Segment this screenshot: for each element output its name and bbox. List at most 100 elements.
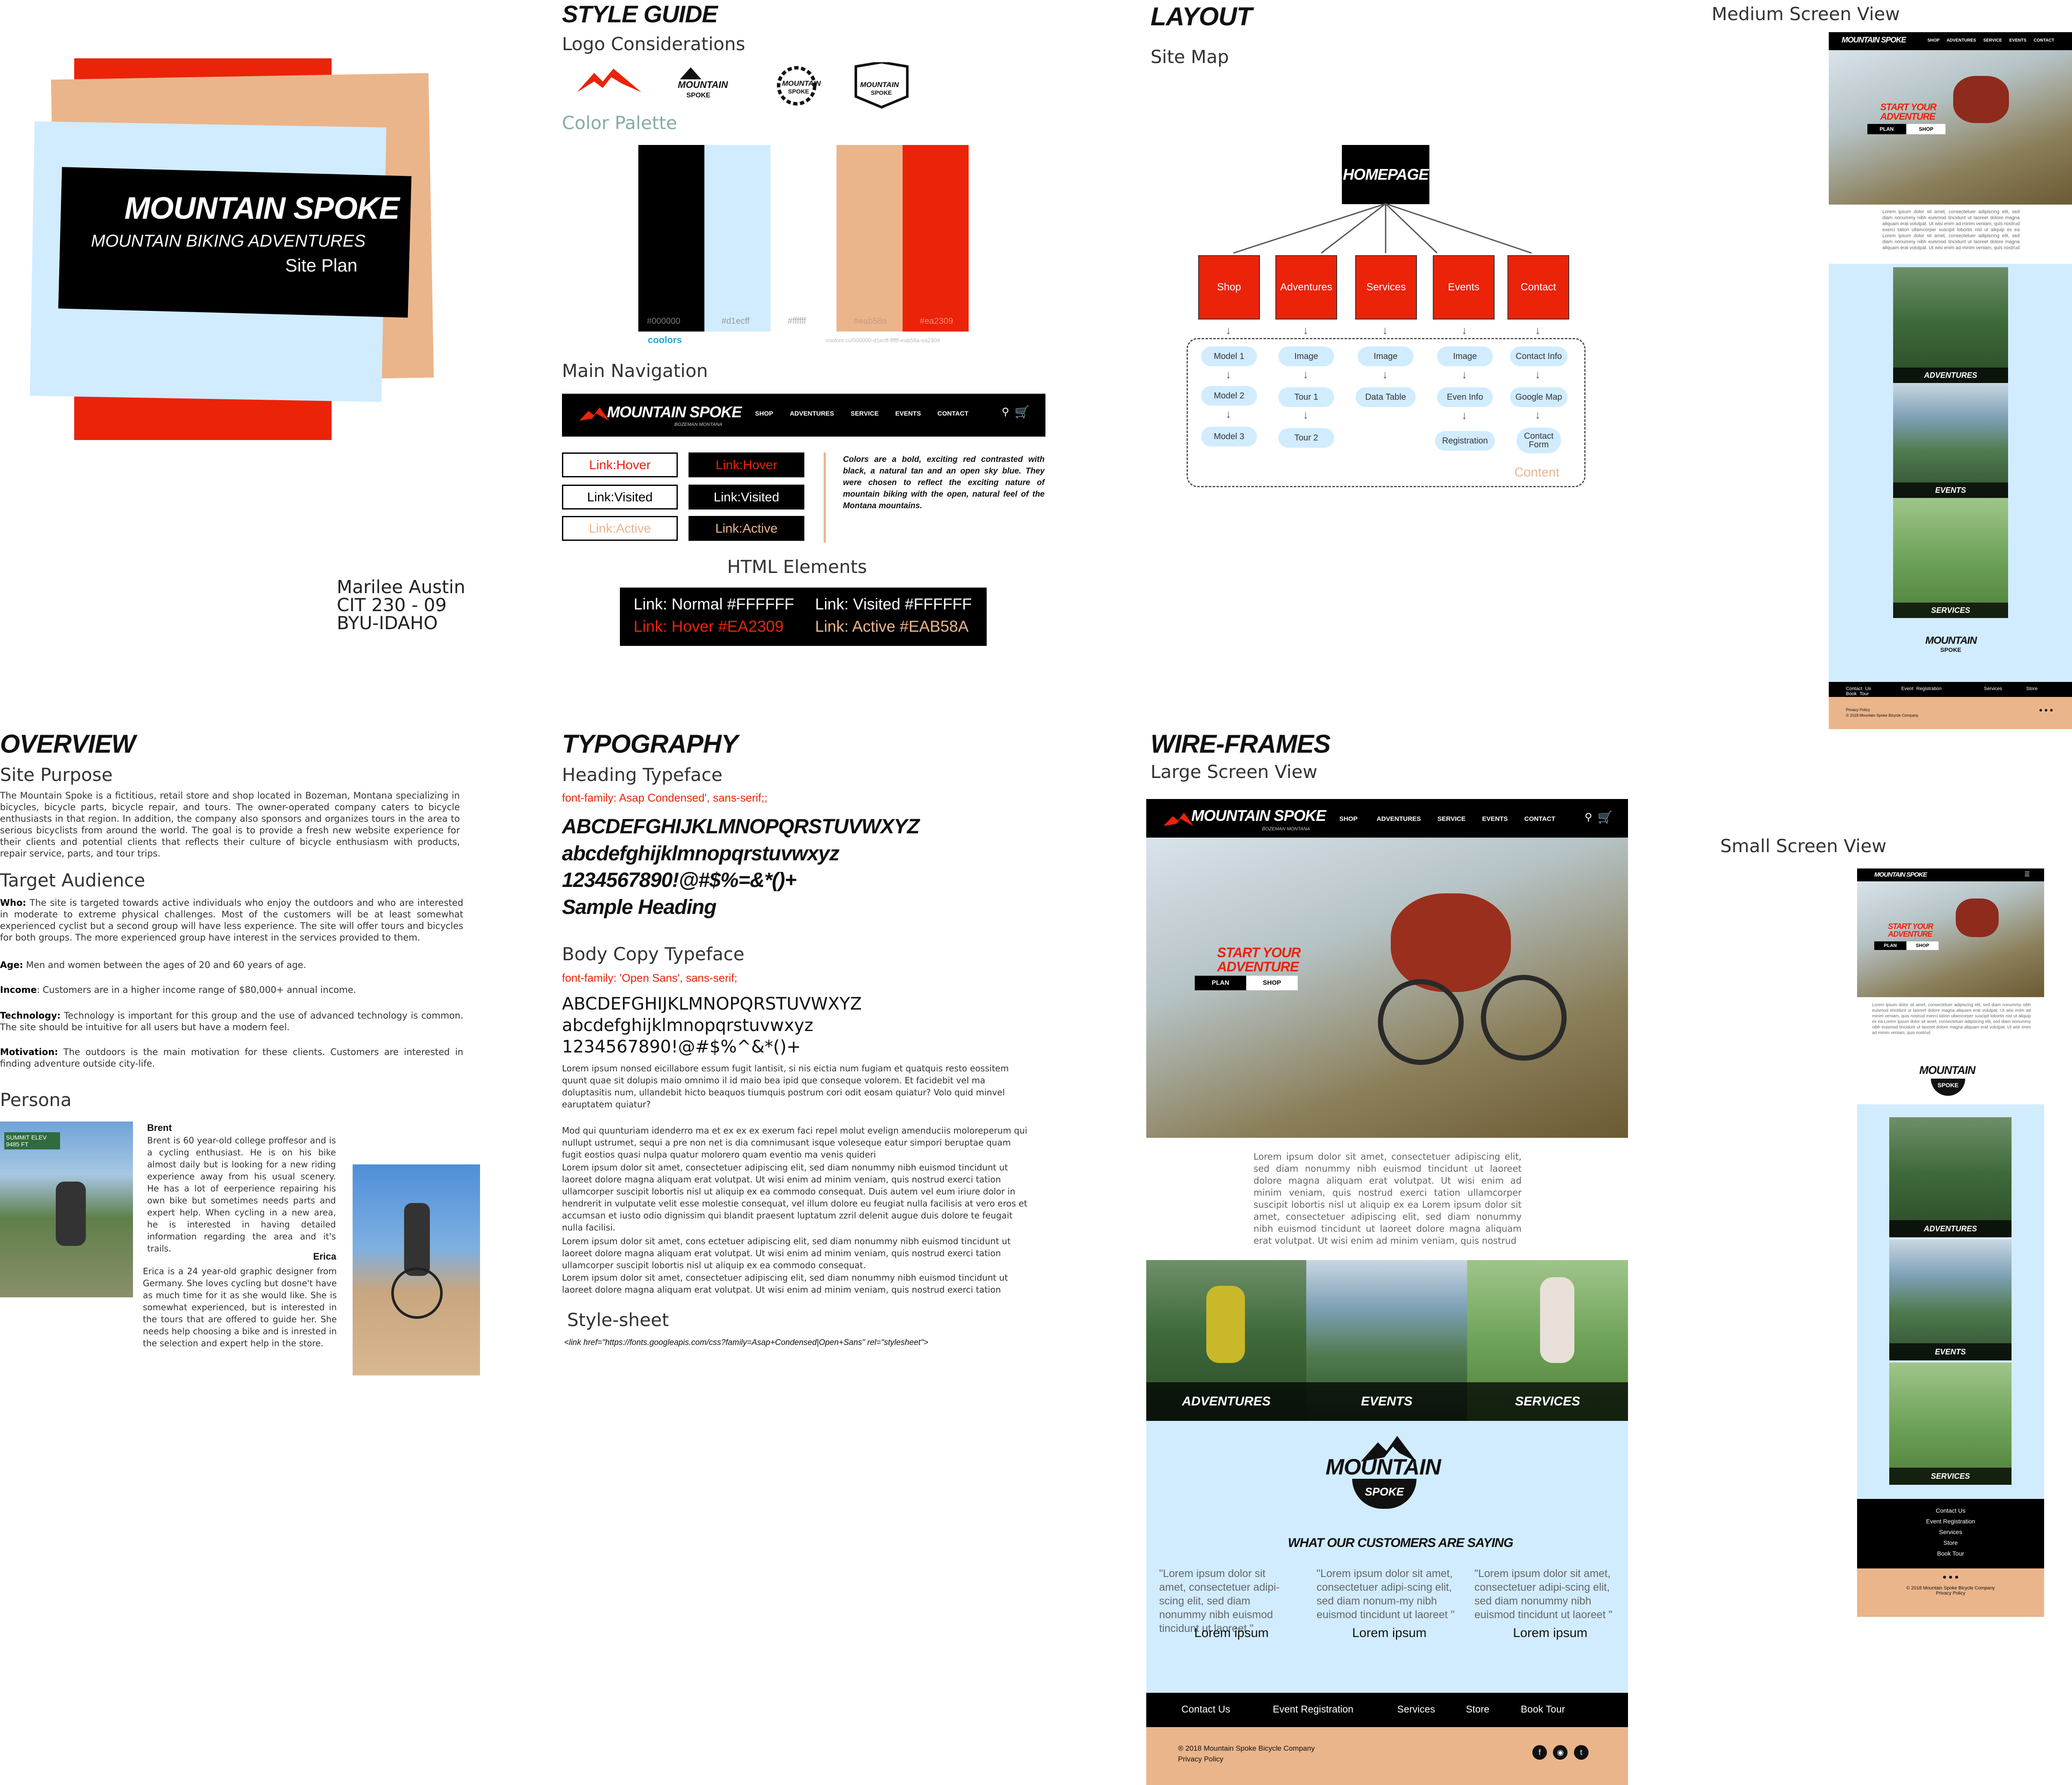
body-lorem-4: Lorem ipsum dolor sit amet, cons ectetue… bbox=[562, 1236, 1011, 1270]
sitemap-adventures[interactable]: Adventures bbox=[1275, 255, 1337, 320]
mountain-logo-icon bbox=[579, 407, 609, 421]
erica-bio: Erica is a 24 year-old graphic designer … bbox=[143, 1266, 337, 1348]
instagram-icon[interactable]: ◉ bbox=[1553, 1745, 1568, 1760]
heading-font-family: font-family: Asap Condensed', sans-serif… bbox=[562, 791, 767, 804]
medium-footer: Privacy Policy © 2018 Mountain Spoke Bic… bbox=[1829, 697, 2072, 729]
logo-variants-icon: MOUNTAIN SPOKE MOUNTAIN SPOKE MOUNTAIN S… bbox=[577, 60, 909, 109]
medium-nav: MOUNTAIN SPOKE SHOP ADVENTURES SERVICE E… bbox=[1829, 32, 2072, 50]
sitemap-shop[interactable]: Shop bbox=[1198, 255, 1260, 320]
large-hero: START YOUR ADVENTURE PLAN SHOP bbox=[1146, 838, 1628, 1138]
colors-divider bbox=[824, 452, 826, 543]
bubble-data-table[interactable]: Data Table bbox=[1356, 387, 1416, 407]
quote-1: "Lorem ipsum dolor sit amet, consectetue… bbox=[1159, 1568, 1280, 1634]
link-active: Link: Active #EAB58A bbox=[815, 618, 969, 635]
cart-icon[interactable]: 🛒 bbox=[1015, 405, 1030, 419]
nav-adventures[interactable]: ADVENTURES bbox=[789, 410, 834, 417]
footer-contact-us[interactable]: Contact Us bbox=[1181, 1704, 1230, 1715]
small-view-heading: Small Screen View bbox=[1720, 835, 1887, 856]
erica-name: Erica bbox=[313, 1251, 336, 1262]
style-guide-heading: STYLE GUIDE bbox=[562, 0, 718, 27]
body-lorem-3: Lorem ipsum dolor sit amet, consectetuer… bbox=[562, 1162, 1027, 1233]
link-active-light[interactable]: Link:Active bbox=[562, 516, 678, 541]
large-nav-service[interactable]: SERVICE bbox=[1437, 815, 1466, 823]
sitemap-heading: Site Map bbox=[1151, 46, 1229, 67]
large-plan-button[interactable]: PLAN bbox=[1195, 976, 1246, 990]
nav-links: SHOP ADVENTURES SERVICE EVENTS CONTACT bbox=[755, 410, 983, 418]
footer-services[interactable]: Services bbox=[1397, 1704, 1435, 1715]
large-nav-contact[interactable]: CONTACT bbox=[1524, 815, 1556, 823]
sitemap-content-label: Content bbox=[1514, 465, 1560, 479]
bubble-model3[interactable]: Model 3 bbox=[1201, 427, 1257, 446]
medium-plan-button[interactable]: PLAN bbox=[1867, 124, 1906, 134]
large-footer: ® 2018 Mountain Spoke Bicycle Company Pr… bbox=[1146, 1727, 1628, 1785]
bubble-contact-info[interactable]: Contact Info bbox=[1510, 347, 1568, 366]
nav-contact[interactable]: CONTACT bbox=[937, 410, 969, 417]
large-wireframe: MOUNTAIN SPOKE BOZEMAN MONTANA SHOP ADVE… bbox=[1146, 799, 1628, 1785]
sitemap-contact[interactable]: Contact bbox=[1507, 255, 1569, 320]
bubble-model1[interactable]: Model 1 bbox=[1201, 347, 1257, 366]
link-visited-dark[interactable]: Link:Visited bbox=[689, 485, 804, 510]
small-footer-nav: Contact Us Event Registration Services S… bbox=[1857, 1499, 2044, 1568]
swatch-blue: #d1ecff bbox=[704, 145, 770, 332]
bubble-google-map[interactable]: Google Map bbox=[1510, 387, 1568, 407]
link-active-dark[interactable]: Link:Active bbox=[689, 516, 804, 541]
twitter-icon[interactable]: t bbox=[1574, 1745, 1589, 1760]
homepage-box[interactable]: HOMEPAGE bbox=[1342, 145, 1429, 204]
privacy-policy[interactable]: Privacy Policy bbox=[1178, 1755, 1223, 1763]
bubble-tour2[interactable]: Tour 2 bbox=[1278, 428, 1334, 448]
cover-subtitle: MOUNTAIN BIKING ADVENTURES bbox=[91, 232, 366, 250]
audience-age: Age: Men and women between the ages of 2… bbox=[0, 960, 306, 970]
swatch-white: #ffffff bbox=[770, 145, 837, 332]
author-block: Marilee Austin CIT 230 - 09 BYU-IDAHO bbox=[337, 578, 465, 632]
link-hover-light[interactable]: Link:Hover bbox=[562, 452, 678, 477]
testimonials-section: MOUNTAIN SPOKE WHAT OUR CUSTOMERS ARE SA… bbox=[1146, 1421, 1628, 1693]
bubble-registration[interactable]: Registration bbox=[1435, 431, 1495, 451]
footer-event-registration[interactable]: Event Registration bbox=[1273, 1704, 1353, 1715]
bubble-events-image[interactable]: Image bbox=[1437, 347, 1493, 366]
medium-shop-button[interactable]: SHOP bbox=[1907, 124, 1945, 134]
sitemap-services[interactable]: Services bbox=[1355, 255, 1417, 320]
nav-service[interactable]: SERVICE bbox=[850, 410, 879, 417]
bubble-adv-image[interactable]: Image bbox=[1278, 347, 1334, 366]
small-nav: MOUNTAIN SPOKE ☰ bbox=[1857, 868, 2044, 881]
cover-title: MOUNTAIN SPOKE bbox=[124, 191, 400, 226]
large-shop-button[interactable]: SHOP bbox=[1246, 976, 1298, 990]
bubble-serv-image[interactable]: Image bbox=[1358, 347, 1414, 366]
facebook-icon[interactable]: f bbox=[1532, 1745, 1547, 1760]
bubble-contact-form[interactable]: Contact Form bbox=[1516, 428, 1561, 453]
audience-motivation: Motivation: The outdoors is the main mot… bbox=[0, 1047, 463, 1069]
small-plan-button[interactable]: PLAN bbox=[1874, 941, 1906, 950]
audience-tech: Technology: Technology is important for … bbox=[0, 1010, 463, 1032]
purpose-text: The Mountain Spoke is a fictitious, reta… bbox=[0, 790, 460, 859]
tile-events[interactable]: EVENTS bbox=[1306, 1260, 1467, 1421]
sitemap-events[interactable]: Events bbox=[1433, 255, 1495, 320]
link-visited-light[interactable]: Link:Visited bbox=[562, 485, 678, 510]
body-font-family: font-family: 'Open Sans', sans-serif; bbox=[562, 971, 737, 984]
nav-logo-sub: BOZEMAN MONTANA bbox=[674, 422, 722, 427]
large-search-icon[interactable]: ⚲ bbox=[1585, 811, 1592, 823]
bubble-model2[interactable]: Model 2 bbox=[1201, 386, 1257, 406]
tile-services[interactable]: SERVICES bbox=[1467, 1260, 1628, 1421]
body-numbers: 1234567890!@#$%^&*()+ bbox=[562, 1037, 801, 1057]
bubble-tour1[interactable]: Tour 1 bbox=[1278, 387, 1334, 407]
small-gear-icon: SPOKE bbox=[1931, 1079, 1965, 1096]
small-hero: START YOUR ADVENTURE PLAN SHOP bbox=[1857, 881, 2044, 997]
search-icon[interactable]: ⚲ bbox=[1002, 406, 1009, 418]
medium-wireframe: MOUNTAIN SPOKE SHOP ADVENTURES SERVICE E… bbox=[1829, 32, 2072, 729]
author-school: BYU-IDAHO bbox=[337, 612, 438, 633]
large-nav-events[interactable]: EVENTS bbox=[1482, 815, 1508, 823]
small-wireframe: MOUNTAIN SPOKE ☰ START YOUR ADVENTURE PL… bbox=[1857, 868, 2044, 1617]
nav-events[interactable]: EVENTS bbox=[895, 410, 921, 417]
large-nav-shop[interactable]: SHOP bbox=[1339, 815, 1358, 823]
large-nav-adventures[interactable]: ADVENTURES bbox=[1376, 815, 1421, 823]
tile-adventures[interactable]: ADVENTURES bbox=[1146, 1260, 1306, 1421]
footer-book-tour[interactable]: Book Tour bbox=[1521, 1704, 1565, 1715]
link-hover: Link: Hover #EA2309 bbox=[634, 618, 784, 635]
small-shop-button[interactable]: SHOP bbox=[1906, 941, 1939, 950]
nav-shop[interactable]: SHOP bbox=[755, 410, 773, 417]
bubble-event-info[interactable]: Even Info bbox=[1437, 387, 1493, 407]
large-cart-icon[interactable]: 🛒 bbox=[1598, 811, 1613, 824]
footer-store[interactable]: Store bbox=[1466, 1704, 1489, 1715]
large-footer-nav: Contact Us Event Registration Services S… bbox=[1146, 1693, 1628, 1727]
link-hover-dark[interactable]: Link:Hover bbox=[689, 452, 804, 477]
